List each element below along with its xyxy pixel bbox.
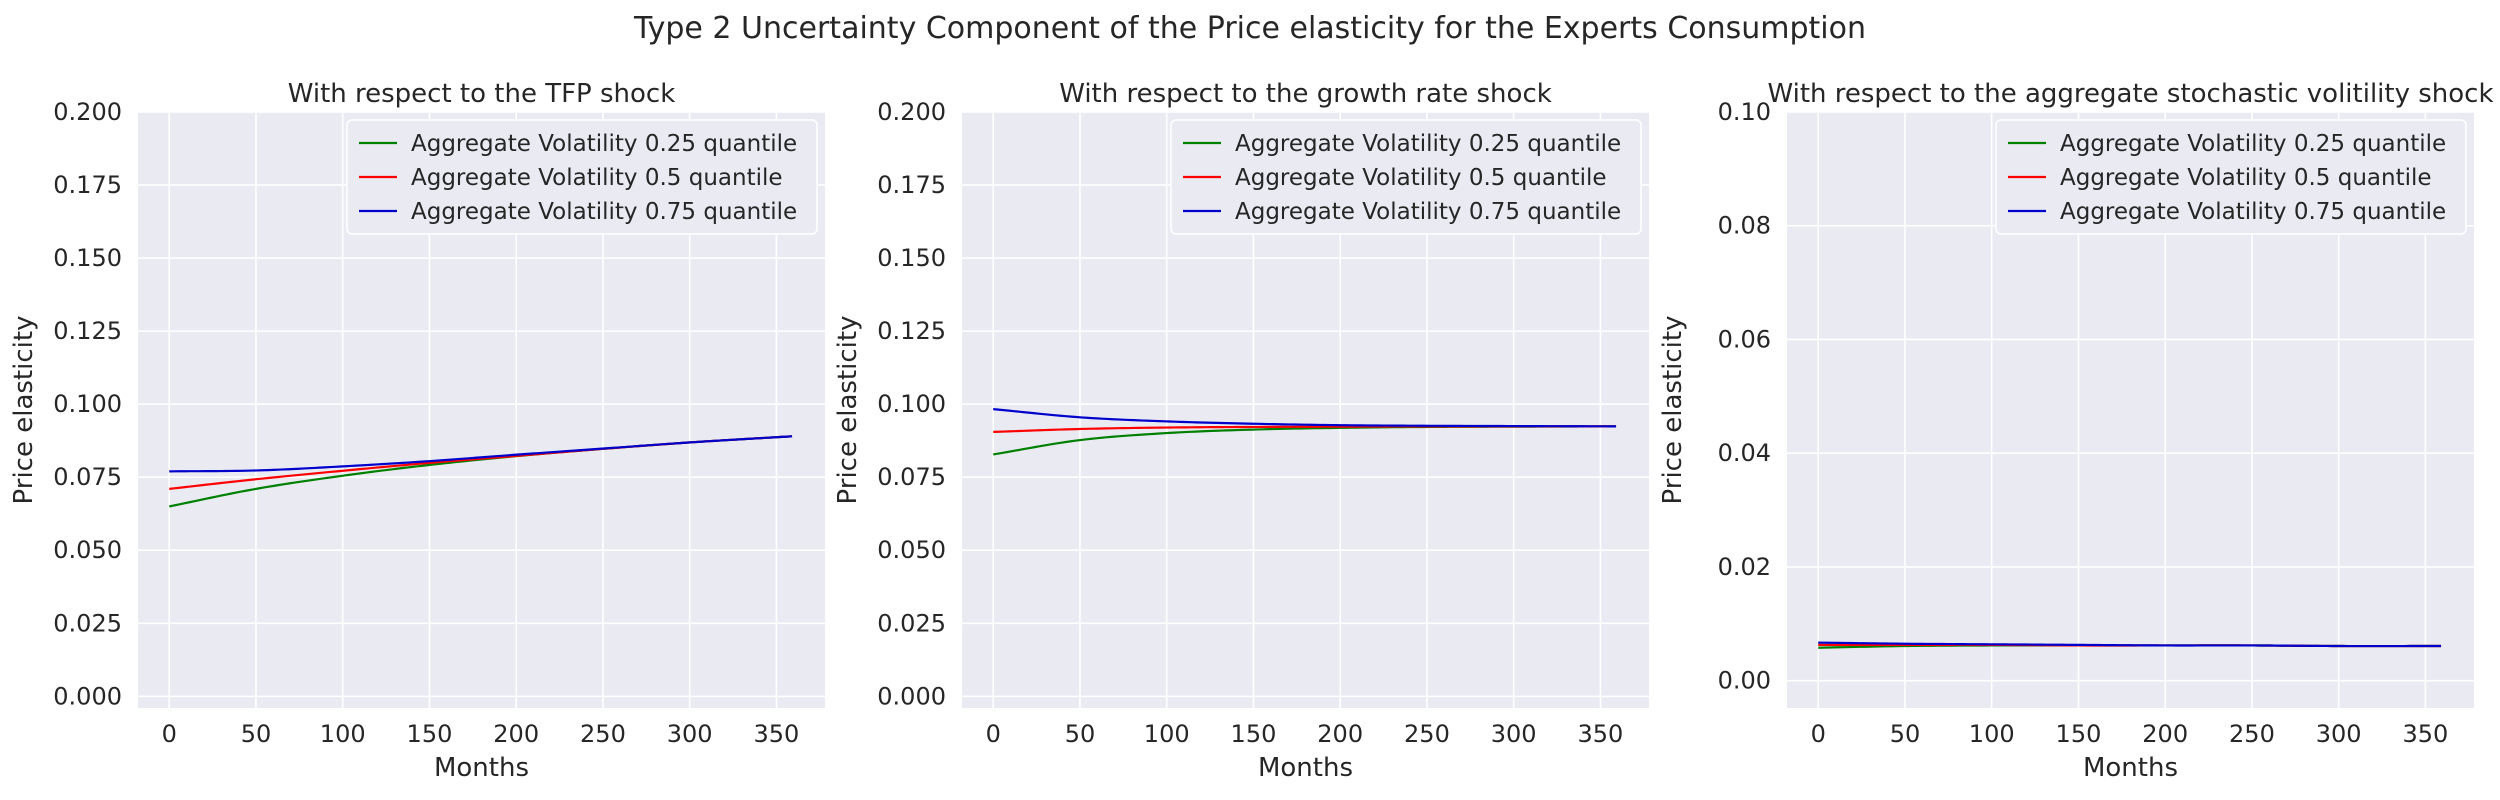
y-tick-label: 0.06 (1718, 325, 1771, 353)
x-tick-label: 250 (1404, 720, 1450, 748)
legend-label: Aggregate Volatility 0.75 quantile (411, 199, 797, 225)
y-tick-label: 0.08 (1718, 212, 1771, 240)
x-tick-label: 50 (1065, 720, 1096, 748)
chart-panel-3: 0 50 100 150 200 250 300 350 0.00 0.02 0.04 0.06 0.0… (1658, 79, 2494, 783)
y-tick-label: 0.125 (877, 317, 946, 345)
x-tick-label: 0 (986, 720, 1001, 748)
panel-title: With respect to the TFP shock (288, 79, 676, 109)
series-line-3 (993, 408, 1617, 428)
y-tick-label: 0.00 (1718, 667, 1771, 695)
legend-label: Aggregate Volatility 0.5 quantile (2060, 165, 2432, 191)
x-tick-label: 300 (1491, 720, 1537, 748)
x-tick-label: 50 (1890, 720, 1921, 748)
y-tick-label: 0.025 (53, 609, 122, 637)
x-tick-label: 350 (1578, 720, 1624, 748)
x-tick-label: 300 (2316, 720, 2362, 748)
legend-label: Aggregate Volatility 0.75 quantile (1235, 199, 1621, 225)
legend-label: Aggregate Volatility 0.25 quantile (411, 131, 797, 157)
y-axis-label: Price elasticity (833, 316, 863, 505)
x-tick-label: 250 (2229, 720, 2275, 748)
series-line-3 (1818, 641, 2442, 648)
y-tick-label: 0.10 (1718, 98, 1771, 126)
x-tick-label: 100 (320, 720, 366, 748)
y-tick-label: 0.200 (877, 98, 946, 126)
figure-title: Type 2 Uncertainty Component of the Pric… (633, 11, 1866, 46)
legend-label: Aggregate Volatility 0.25 quantile (1235, 131, 1621, 157)
x-tick-label: 50 (241, 720, 272, 748)
x-tick-label: 350 (2403, 720, 2449, 748)
x-tick-label: 100 (1144, 720, 1190, 748)
y-tick-label: 0.075 (877, 463, 946, 491)
x-axis-label: Months (434, 753, 529, 783)
y-tick-label: 0.175 (53, 171, 122, 199)
y-tick-label: 0.200 (53, 98, 122, 126)
x-tick-label: 200 (1317, 720, 1363, 748)
legend-label: Aggregate Volatility 0.5 quantile (411, 165, 783, 191)
x-tick-label: 100 (1969, 720, 2015, 748)
y-tick-label: 0.050 (877, 536, 946, 564)
x-tick-label: 150 (1231, 720, 1277, 748)
x-tick-label: 0 (1811, 720, 1826, 748)
series-line-3 (169, 435, 793, 473)
legend: Aggregate Volatility 0.25 quantile Aggreg… (1995, 119, 2467, 235)
y-tick-label: 0.100 (53, 390, 122, 418)
y-tick-label: 0.04 (1718, 439, 1771, 467)
y-tick-label: 0.075 (53, 463, 122, 491)
y-tick-label: 0.050 (53, 536, 122, 564)
y-tick-label: 0.175 (877, 171, 946, 199)
x-tick-label: 250 (580, 720, 626, 748)
y-tick-label: 0.125 (53, 317, 122, 345)
y-tick-label: 0.150 (877, 244, 946, 272)
panel-title: With respect to the growth rate shock (1059, 79, 1552, 109)
legend-box (346, 119, 818, 235)
x-axis-label: Months (1258, 753, 1353, 783)
x-tick-label: 200 (493, 720, 539, 748)
y-tick-label: 0.000 (53, 682, 122, 710)
chart-panel-2: 0 50 100 150 200 250 300 350 0.000 0.025 0.050 0.07… (833, 79, 1649, 783)
y-axis-label: Price elasticity (1658, 316, 1688, 505)
legend-label: Aggregate Volatility 0.5 quantile (1235, 165, 1607, 191)
legend-box (1170, 119, 1642, 235)
legend-box (1995, 119, 2467, 235)
x-tick-label: 0 (162, 720, 177, 748)
y-tick-label: 0.150 (53, 244, 122, 272)
y-tick-label: 0.02 (1718, 553, 1771, 581)
x-axis-label: Months (2083, 753, 2178, 783)
y-tick-label: 0.000 (877, 682, 946, 710)
x-tick-label: 150 (407, 720, 453, 748)
x-tick-label: 300 (667, 720, 713, 748)
legend-label: Aggregate Volatility 0.75 quantile (2060, 199, 2446, 225)
x-tick-label: 200 (2142, 720, 2188, 748)
legend: Aggregate Volatility 0.25 quantile Aggreg… (1170, 119, 1642, 235)
chart-panels: 0 50 100 150 200 250 300 3500.0000.0250.0500.07… (9, 79, 2494, 783)
legend: Aggregate Volatility 0.25 quantile Aggreg… (346, 119, 818, 235)
chart-panel-1: 0 50 100 150 200 250 300 350 0.000 0.025 0.050 0.07… (9, 79, 825, 783)
x-tick-label: 150 (2056, 720, 2102, 748)
x-tick-label: 350 (754, 720, 800, 748)
y-tick-label: 0.025 (877, 609, 946, 637)
y-tick-label: 0.100 (877, 390, 946, 418)
panel-title: With respect to the aggregate stochastic… (1767, 79, 2493, 109)
y-axis-label: Price elasticity (9, 316, 39, 505)
legend-label: Aggregate Volatility 0.25 quantile (2060, 131, 2446, 157)
